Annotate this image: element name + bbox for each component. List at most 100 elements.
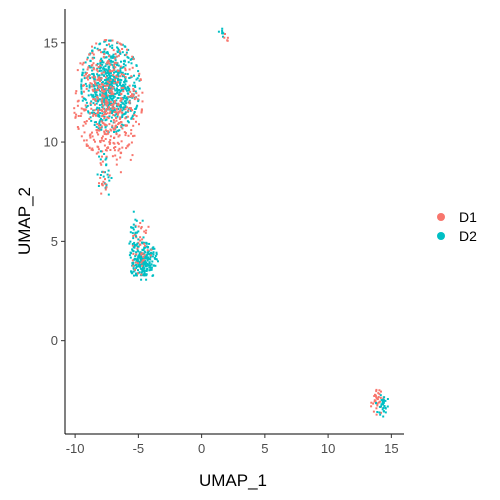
- data-point-d1: [81, 63, 84, 66]
- data-point-d1: [379, 396, 382, 399]
- data-point-d1: [102, 114, 105, 116]
- data-point-d2: [126, 120, 129, 123]
- data-point-d2: [155, 251, 158, 254]
- data-point-d1: [125, 53, 128, 56]
- data-point-d1: [112, 103, 115, 106]
- data-point-d1: [86, 144, 89, 147]
- data-point-d2: [99, 62, 102, 65]
- data-point-d1: [108, 55, 111, 58]
- data-point-d2: [119, 69, 122, 72]
- data-point-d1: [74, 116, 77, 119]
- data-point-d1: [95, 114, 97, 117]
- data-point-d2: [117, 93, 120, 96]
- data-point-d1: [96, 70, 99, 73]
- data-point-d2: [120, 101, 123, 103]
- data-point-d1: [119, 65, 122, 68]
- data-point-d1: [109, 110, 112, 113]
- data-point-d2: [96, 173, 99, 176]
- data-point-d2: [108, 58, 111, 61]
- data-point-d1: [117, 149, 120, 152]
- data-point-d2: [129, 251, 132, 254]
- data-point-d2: [121, 123, 123, 126]
- data-point-d1: [112, 119, 115, 122]
- data-point-d1: [138, 72, 141, 75]
- data-point-d1: [131, 109, 134, 112]
- data-point-d2: [97, 81, 100, 84]
- data-point-d2: [114, 89, 117, 92]
- data-point-d1: [132, 87, 135, 90]
- data-point-d1: [113, 149, 116, 152]
- data-point-d2: [132, 267, 135, 270]
- data-point-d2: [384, 399, 387, 402]
- data-point-d1: [111, 91, 114, 94]
- data-point-d2: [130, 62, 133, 65]
- data-point-d2: [107, 169, 110, 172]
- data-point-d2: [111, 80, 114, 83]
- data-point-d2: [102, 61, 105, 64]
- data-point-d1: [143, 230, 146, 233]
- data-point-d1: [103, 130, 106, 133]
- data-point-d1: [128, 100, 131, 103]
- data-point-d2: [152, 264, 155, 267]
- data-point-d1: [114, 52, 117, 55]
- data-point-d2: [133, 241, 136, 244]
- data-point-d1: [134, 224, 137, 227]
- data-point-d1: [132, 118, 135, 120]
- data-point-d2: [96, 106, 99, 109]
- data-point-d2: [142, 263, 145, 266]
- data-point-d2: [140, 241, 143, 244]
- data-point-d1: [141, 100, 144, 103]
- data-point-d2: [113, 63, 116, 66]
- data-point-d1: [100, 89, 103, 92]
- data-point-d2: [221, 27, 224, 30]
- data-point-d2: [96, 47, 99, 50]
- data-point-d1: [92, 98, 95, 101]
- data-point-d2: [93, 46, 96, 49]
- data-point-d2: [108, 39, 111, 42]
- data-point-d2: [107, 66, 110, 68]
- data-point-d2: [151, 260, 154, 263]
- data-point-d2: [89, 77, 92, 80]
- data-point-d2: [90, 93, 93, 96]
- data-point-d2: [144, 251, 147, 254]
- data-point-d1: [110, 88, 113, 91]
- data-point-d1: [91, 135, 94, 138]
- data-point-d1: [136, 272, 139, 275]
- data-point-d1: [120, 111, 123, 114]
- data-point-d1: [144, 232, 147, 234]
- data-point-d2: [106, 69, 109, 72]
- data-point-d2: [154, 255, 157, 257]
- data-point-d1: [124, 69, 127, 72]
- data-point-d2: [382, 398, 385, 401]
- data-point-d1: [114, 154, 117, 157]
- data-point-d2: [117, 129, 120, 132]
- data-point-d1: [97, 49, 100, 52]
- data-point-d1: [92, 114, 95, 117]
- data-point-d2: [110, 116, 113, 119]
- data-point-d1: [80, 112, 83, 115]
- data-point-d1: [104, 102, 107, 105]
- data-point-d2: [145, 273, 148, 276]
- data-point-d2: [87, 111, 90, 114]
- data-point-d1: [81, 95, 84, 98]
- data-point-d2: [125, 51, 128, 54]
- data-point-d1: [112, 86, 115, 89]
- data-point-d1: [141, 91, 144, 94]
- data-point-d2: [139, 267, 142, 270]
- data-point-d1: [109, 90, 112, 93]
- data-point-d2: [135, 263, 138, 266]
- data-point-d1: [118, 134, 121, 137]
- data-point-d1: [114, 66, 117, 69]
- data-point-d2: [141, 257, 144, 260]
- data-point-d2: [118, 129, 121, 132]
- data-point-d2: [131, 249, 134, 252]
- data-point-d2: [150, 266, 153, 269]
- data-point-d1: [96, 88, 99, 91]
- data-point-d2: [103, 69, 106, 72]
- data-point-d2: [137, 256, 140, 259]
- data-point-d1: [102, 180, 105, 183]
- data-point-d2: [98, 104, 101, 107]
- data-point-d1: [378, 389, 381, 392]
- data-point-d1: [132, 264, 135, 267]
- data-point-d1: [373, 395, 376, 397]
